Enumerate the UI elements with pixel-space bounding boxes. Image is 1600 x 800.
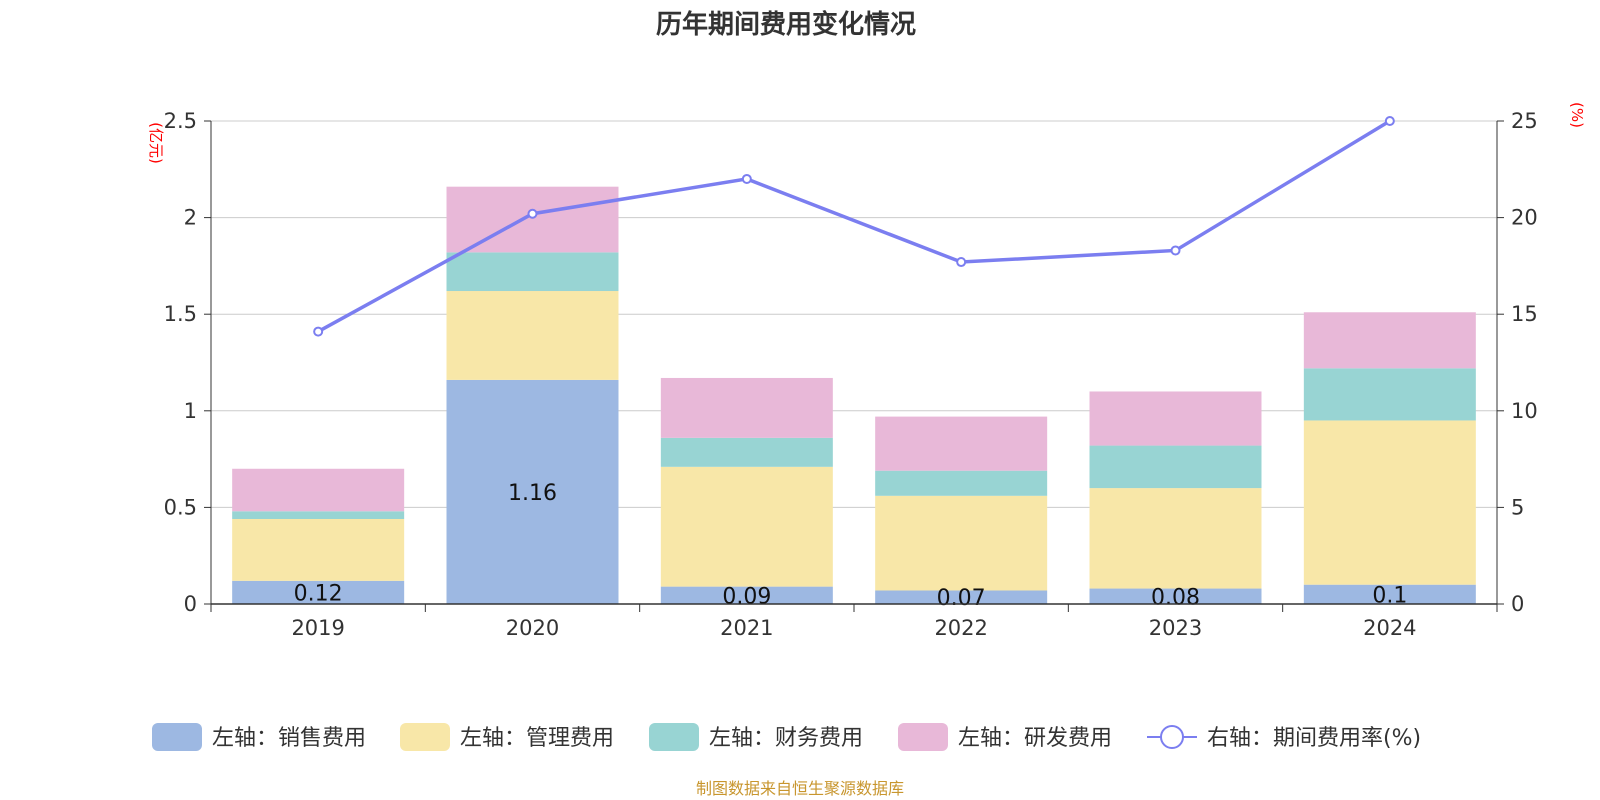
legend-swatch-2	[400, 723, 450, 751]
bar-2-2021	[660, 466, 833, 587]
expense-rate-point	[527, 208, 538, 219]
bar-4-2021	[660, 377, 833, 438]
bar-data-labels: 0.121.160.09 0.07 0.08 0.1	[294, 481, 1408, 611]
right-tick-label: 25	[1511, 109, 1538, 133]
bar-2-2019	[232, 518, 405, 581]
expense-rate-line	[313, 116, 1395, 337]
left-tick-label: 1	[184, 399, 197, 423]
expense-rate-polyline	[317, 119, 1391, 334]
legend-label-1: 左轴：销售费用	[212, 726, 366, 751]
bar-1-2019	[232, 580, 405, 604]
expense-rate-point	[741, 173, 752, 184]
bar-data-label: 0.08	[1151, 585, 1200, 610]
bar-3-2024	[1303, 368, 1476, 421]
right-tick-label: 5	[1511, 495, 1524, 519]
left-axis-unit: (亿元)	[147, 122, 165, 164]
bar-data-label: 1.16	[508, 481, 557, 506]
legend-label-4: 左轴：研发费用	[958, 726, 1112, 751]
legend: 左轴：销售费用 左轴：管理费用 左轴：财务费用 左轴：研发费用 右轴：期间费用率(%)	[152, 723, 1421, 751]
expense-rate-point	[1170, 245, 1181, 256]
left-tick-label: 1.5	[164, 302, 197, 326]
bar-2-2024	[1303, 420, 1476, 585]
x-tick-label: 2024	[1363, 616, 1416, 640]
left-tick-label: 0	[184, 592, 197, 616]
legend-swatch-4	[898, 723, 948, 751]
gridlines	[211, 120, 1497, 508]
expense-rate-point	[1384, 116, 1395, 126]
left-tick-label: 2	[184, 206, 197, 230]
bar-3-2020	[446, 252, 619, 292]
x-tick-label: 2020	[506, 616, 559, 640]
bars	[232, 186, 1476, 604]
legend-swatch-3	[649, 723, 699, 751]
bar-data-label: 0.12	[294, 581, 343, 606]
bar-1-2023	[1089, 588, 1262, 604]
bar-1-2020	[446, 379, 619, 604]
bar-3-2019	[232, 511, 405, 519]
left-tick-label: 2.5	[164, 109, 197, 133]
bar-3-2023	[1089, 445, 1262, 489]
bar-3-2022	[875, 470, 1048, 496]
legend-line-marker	[1160, 725, 1184, 749]
bar-4-2020	[446, 186, 619, 253]
bar-data-label: 0.07	[937, 586, 986, 611]
bar-1-2021	[660, 586, 833, 604]
bar-data-label: 0.09	[722, 584, 771, 609]
axes: 0 0.5 1 1.5 2 2.5 0 5 10 15 20 25 2019 2020 2021 2022 20…	[164, 109, 1538, 640]
right-tick-label: 20	[1511, 206, 1538, 230]
bar-4-2024	[1303, 312, 1476, 369]
bar-2-2020	[446, 291, 619, 380]
x-tick-label: 2019	[291, 616, 344, 640]
bar-4-2022	[875, 416, 1048, 471]
bar-4-2023	[1089, 391, 1262, 446]
bar-3-2021	[660, 437, 833, 467]
source-note: 制图数据来自恒生聚源数据库	[696, 779, 904, 798]
bar-1-2022	[875, 590, 1048, 604]
chart-title: 历年期间费用变化情况	[656, 9, 916, 40]
bar-1-2024	[1303, 584, 1476, 604]
legend-label-line: 右轴：期间费用率(%)	[1207, 726, 1421, 751]
expense-rate-point	[313, 326, 324, 337]
right-axis-unit: (%)	[1568, 102, 1586, 128]
legend-label-3: 左轴：财务费用	[709, 726, 863, 751]
right-tick-label: 10	[1511, 399, 1538, 423]
bar-2-2022	[875, 495, 1048, 591]
x-tick-label: 2022	[934, 616, 987, 640]
x-tick-label: 2023	[1149, 616, 1202, 640]
right-tick-label: 15	[1511, 302, 1538, 326]
left-tick-label: 0.5	[164, 495, 197, 519]
legend-swatch-1	[152, 723, 202, 751]
bar-4-2019	[232, 468, 405, 512]
right-tick-label: 0	[1511, 592, 1524, 616]
legend-label-2: 左轴：管理费用	[460, 726, 614, 751]
x-tick-label: 2021	[720, 616, 773, 640]
bar-2-2023	[1089, 488, 1262, 589]
expense-rate-point	[956, 257, 967, 268]
